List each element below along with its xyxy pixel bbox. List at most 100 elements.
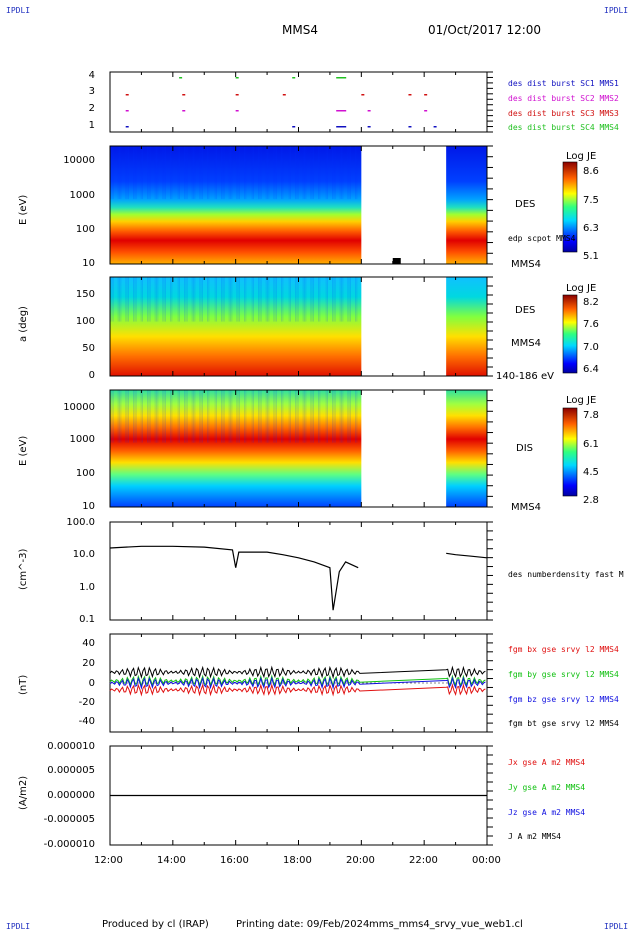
p1-legend-sc1: des dist burst SC1 MMS1 [508, 79, 619, 88]
des-energy-spectrogram-streak [356, 146, 358, 200]
dis-energy-spectrogram-streak [214, 390, 216, 443]
des-energy-spectrogram-streak [126, 146, 128, 200]
p4-cb-tick: 2.8 [583, 495, 599, 506]
des-energy-spectrogram-streak [200, 146, 202, 200]
des-pitch-spectrogram-streak [274, 277, 276, 322]
des-energy-spectrogram-streak [350, 146, 351, 200]
des-pitch-spectrogram-streak [111, 277, 113, 322]
dis-energy-spectrogram-streak [208, 390, 210, 443]
p6-ytick: 40 [82, 638, 95, 649]
dis-energy-spectrogram-streak [184, 390, 185, 443]
panel6-ylabel: (nT) [18, 674, 29, 695]
p1-legend-sc3: des dist burst SC3 MMS3 [508, 109, 619, 118]
des-pitch-spectrogram-streak [355, 277, 356, 322]
des-pitch-spectrogram-streak [276, 277, 277, 322]
des-energy-spectrogram-streak [302, 146, 304, 200]
p4-ytick: 100 [75, 468, 95, 479]
des-energy-spectrogram-streak [258, 146, 259, 200]
dis-energy-spectrogram-streak [194, 390, 196, 443]
p4-right-label-mms4: MMS4 [511, 502, 541, 513]
des-energy-spectrogram-right [446, 146, 487, 264]
p2-cb-tick: 7.5 [583, 195, 599, 206]
dis-energy-spectrogram-streak [128, 390, 129, 443]
des-energy-spectrogram-streak [341, 146, 342, 200]
des-pitch-spectrogram-streak [214, 277, 216, 322]
p4-ytick: 10000 [63, 402, 95, 413]
panel5-ylabel: (cm^-3) [18, 548, 29, 590]
des-energy-spectrogram-streak [327, 146, 328, 200]
p7-legend-jy: Jy gse A m2 MMS4 [508, 783, 586, 792]
des-pitch-spectrogram-streak [327, 277, 328, 322]
dis-energy-spectrogram-streak [319, 390, 321, 443]
des-energy-spectrogram-streak [265, 146, 267, 200]
des-pitch-spectrogram-streak [191, 277, 193, 322]
p6-ytick: 0 [88, 678, 95, 689]
dis-energy-spectrogram-streak [222, 390, 224, 443]
dis-energy-spectrogram-streak [274, 390, 276, 443]
dis-energy-spectrogram-streak [273, 390, 275, 443]
burst-mark [182, 94, 186, 96]
p4-right-label-dis: DIS [516, 443, 533, 454]
des-energy-spectrogram-streak [171, 146, 173, 200]
des-pitch-spectrogram-streak [296, 277, 298, 322]
des-energy-spectrogram-streak [185, 146, 187, 200]
des-pitch-spectrogram-streak [341, 277, 342, 322]
dis-energy-spectrogram-streak [356, 390, 358, 443]
des-pitch-spectrogram-streak [112, 277, 114, 322]
des-energy-spectrogram-streak [163, 146, 165, 200]
des-energy-spectrogram-streak [135, 146, 137, 200]
des-pitch-spectrogram-streak [237, 277, 239, 322]
des-energy-spectrogram-streak [128, 146, 129, 200]
des-energy-spectrogram-streak [267, 146, 268, 200]
des-energy-spectrogram-streak [216, 146, 217, 200]
density-line-series [109, 545, 359, 611]
dis-energy-spectrogram-streak [163, 390, 165, 443]
dis-energy-spectrogram-streak [302, 390, 304, 443]
des-pitch-spectrogram-streak [128, 277, 129, 322]
des-energy-spectrogram-streak [251, 146, 253, 200]
p3-cb-tick: 7.0 [583, 342, 599, 353]
des-energy-spectrogram-streak [194, 146, 196, 200]
des-pitch-spectrogram-streak [179, 277, 180, 322]
dis-energy-spectrogram-streak [237, 390, 239, 443]
des-energy-spectrogram-streak [230, 146, 231, 200]
des-pitch-spectrogram-streak [267, 277, 268, 322]
des-energy-spectrogram-streak [259, 146, 261, 200]
dis-energy-spectrogram-streak [231, 390, 233, 443]
p1-legend-sc2: des dist burst SC2 MMS2 [508, 94, 619, 103]
des-energy-spectrogram-streak [339, 146, 341, 200]
des-energy-spectrogram-streak [222, 146, 224, 200]
dis-energy-spectrogram-streak [325, 390, 327, 443]
dis-energy-spectrogram-streak [297, 390, 299, 443]
des-energy-spectrogram-streak [191, 146, 193, 200]
des-energy-spectrogram-streak [134, 146, 136, 200]
des-pitch-spectrogram-streak [347, 277, 349, 322]
des-pitch-spectrogram-streak [318, 277, 319, 322]
dis-energy-spectrogram-streak [202, 390, 203, 443]
dis-energy-spectrogram-streak [245, 390, 247, 443]
p7-ytick: 0.000000 [47, 790, 95, 801]
des-energy-spectrogram-streak [157, 146, 159, 200]
dis-energy-spectrogram-streak [236, 390, 238, 443]
des-pitch-spectrogram-streak [126, 277, 128, 322]
des-pitch-spectrogram-streak [259, 277, 261, 322]
des-pitch-spectrogram-streak [342, 277, 344, 322]
dis-energy-spectrogram-streak [170, 390, 171, 443]
des-energy-spectrogram-streak [334, 146, 336, 200]
des-energy-spectrogram-streak [318, 146, 319, 200]
burst-mark [292, 126, 296, 128]
des-energy-spectrogram-streak [305, 146, 307, 200]
p2-ytick: 10000 [63, 155, 95, 166]
time-tick: 22:00 [409, 855, 438, 866]
des-energy-spectrogram-streak [253, 146, 254, 200]
dis-energy-spectrogram-streak [154, 390, 156, 443]
des-energy-spectrogram-streak [111, 146, 113, 200]
burst-mark [336, 126, 347, 128]
des-energy-spectrogram-streak [273, 146, 275, 200]
des-energy-spectrogram-streak [288, 146, 290, 200]
p3-cb-tick: 7.6 [583, 319, 599, 330]
des-pitch-spectrogram-streak [148, 277, 150, 322]
des-pitch-spectrogram-streak [149, 277, 151, 322]
des-pitch-spectrogram-streak [171, 277, 173, 322]
des-pitch-spectrogram-streak [134, 277, 136, 322]
